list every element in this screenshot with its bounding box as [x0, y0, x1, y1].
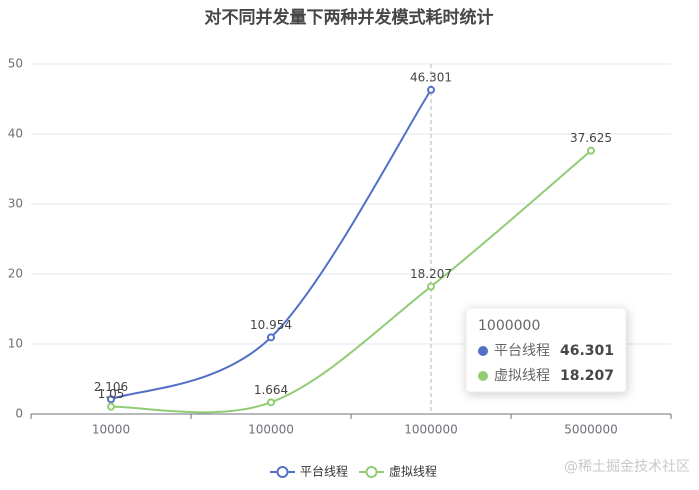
series-line: [110, 89, 432, 401]
tooltip-title: 1000000: [478, 318, 540, 334]
x-tick-label: 1000000: [404, 423, 457, 437]
data-point: [107, 395, 115, 404]
data-label: 1.664: [254, 383, 288, 397]
data-point: [107, 402, 115, 411]
x-tick-label: 100000: [248, 423, 294, 437]
tooltip-dot: [478, 371, 488, 381]
tooltip-value: 18.207: [560, 368, 614, 384]
data-label: 46.301: [410, 70, 452, 84]
data-label: 10.954: [250, 318, 292, 332]
tooltip: 1000000 平台线程 46.301 虚拟线程 18.207: [465, 307, 627, 393]
data-point: [267, 398, 275, 407]
tooltip-value: 46.301: [560, 343, 614, 359]
legend-label[interactable]: 虚拟线程: [389, 464, 437, 479]
watermark: @稀土掘金技术社区: [564, 459, 690, 475]
data-point: [427, 282, 435, 291]
data-label: 1.05: [98, 387, 125, 401]
legend-label[interactable]: 平台线程: [300, 464, 348, 479]
data-point: [427, 85, 435, 94]
data-point: [587, 146, 595, 155]
legend-icon-dot[interactable]: [276, 466, 289, 478]
tooltip-dot: [478, 346, 488, 356]
x-tick-label: 5000000: [564, 423, 617, 437]
series-line: [110, 149, 592, 414]
y-tick-label: 40: [8, 127, 23, 141]
tooltip-name: 虚拟线程: [494, 368, 550, 384]
y-tick-label: 20: [8, 267, 23, 281]
y-tick-label: 50: [8, 57, 23, 71]
data-label: 37.625: [570, 131, 612, 145]
legend-icon-dot[interactable]: [365, 466, 378, 478]
tooltip-name: 平台线程: [494, 343, 550, 359]
data-label: 18.207: [410, 267, 452, 281]
x-tick-label: 10000: [92, 423, 130, 437]
y-tick-label: 30: [8, 197, 23, 211]
data-point: [267, 333, 275, 342]
data-label: 2.106: [94, 380, 128, 394]
tooltip-box: [465, 307, 627, 393]
y-tick-label: 0: [15, 407, 23, 421]
chart-title: 对不同并发量下两种并发模式耗时统计: [205, 7, 494, 28]
y-tick-label: 10: [8, 337, 23, 351]
